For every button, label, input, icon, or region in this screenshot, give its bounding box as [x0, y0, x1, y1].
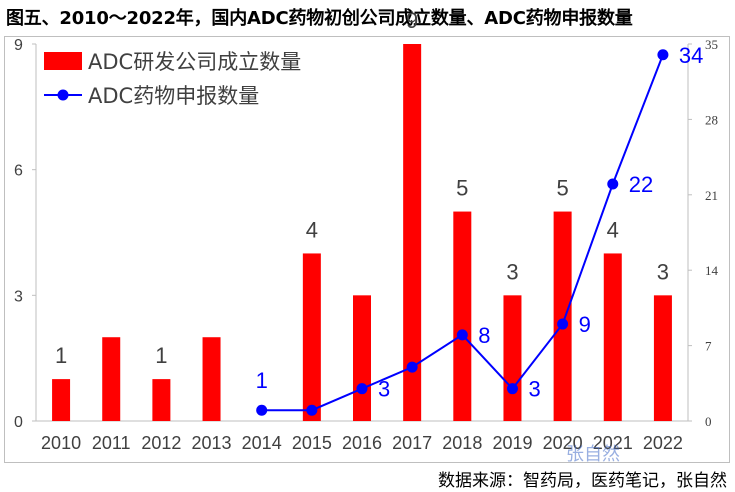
line-point [506, 383, 518, 395]
line-data-label: 9 [579, 312, 591, 337]
bar-data-label: 3 [657, 259, 669, 284]
bar-data-label: 5 [556, 176, 568, 201]
watermark: 张自然 [566, 444, 620, 465]
bar-data-label: 9 [406, 8, 418, 33]
bar [603, 253, 622, 421]
x-tick-label: 2018 [442, 433, 482, 453]
bar [52, 379, 71, 421]
left-tick-label: 6 [14, 163, 23, 180]
bar [403, 44, 422, 421]
left-tick-label: 9 [14, 37, 23, 54]
x-tick-label: 2013 [192, 433, 232, 453]
x-tick-label: 2010 [41, 433, 81, 453]
line-point [406, 361, 418, 373]
bar [102, 337, 121, 421]
right-tick-label: 14 [705, 263, 719, 278]
line-data-label: 1 [256, 368, 268, 393]
line-data-label: 3 [528, 377, 540, 402]
left-tick-label: 0 [14, 414, 23, 431]
x-tick-label: 2014 [242, 433, 282, 453]
line-point [306, 404, 318, 416]
legend-label-bar: ADC研发公司成立数量 [88, 50, 301, 74]
line-point [356, 383, 368, 395]
line-point [557, 318, 569, 330]
right-tick-label: 0 [705, 414, 712, 429]
bar [202, 337, 221, 421]
bar-data-label: 3 [506, 259, 518, 284]
line-point [607, 178, 619, 190]
source-note: 数据来源：智药局，医药笔记，张自然 [438, 471, 727, 491]
bar [152, 379, 171, 421]
x-tick-label: 2021 [593, 433, 633, 453]
bar-data-label: 5 [456, 176, 468, 201]
legend-label-line: ADC药物申报数量 [88, 84, 259, 108]
line-data-label: 8 [478, 323, 490, 348]
bar-data-label: 4 [607, 217, 619, 242]
x-tick-label: 2012 [141, 433, 181, 453]
bar [302, 253, 321, 421]
chart-title: 图五、2010～2022年，国内ADC药物初创公司成立数量、ADC药物申报数量 [6, 8, 633, 29]
x-tick-label: 2011 [92, 433, 131, 453]
left-tick-label: 3 [14, 288, 23, 305]
line-data-label: 22 [629, 172, 653, 197]
bar-data-label: 1 [55, 343, 67, 368]
right-tick-label: 21 [705, 188, 718, 203]
right-tick-label: 7 [705, 339, 712, 354]
bar [653, 295, 672, 421]
legend-swatch-bar [44, 52, 82, 70]
bar-data-label: 1 [155, 343, 167, 368]
right-tick-label: 35 [705, 37, 718, 52]
x-tick-label: 2019 [492, 433, 532, 453]
bar [503, 295, 522, 421]
bar-data-label: 4 [306, 217, 318, 242]
line-data-label: 3 [378, 377, 390, 402]
x-tick-label: 2020 [543, 433, 583, 453]
line-point [256, 404, 268, 416]
bar [453, 211, 472, 421]
legend-swatch-marker [57, 89, 69, 101]
x-tick-label: 2017 [392, 433, 432, 453]
chart-frame [4, 36, 730, 463]
line-point [456, 329, 468, 341]
right-tick-label: 28 [705, 112, 718, 127]
x-tick-label: 2016 [342, 433, 382, 453]
line-data-label: 34 [679, 43, 703, 68]
x-tick-label: 2015 [292, 433, 332, 453]
bar [353, 295, 371, 421]
bar [553, 211, 572, 421]
line-point [657, 49, 669, 61]
x-tick-label: 2022 [643, 433, 683, 453]
